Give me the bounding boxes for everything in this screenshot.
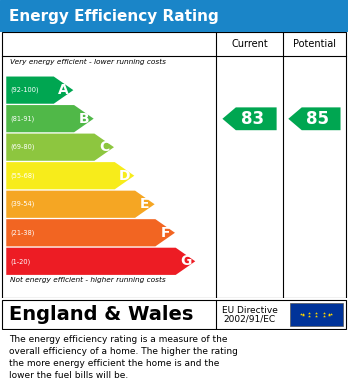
Polygon shape: [6, 219, 175, 246]
Text: G: G: [180, 254, 191, 268]
Polygon shape: [6, 77, 73, 104]
Text: F: F: [160, 226, 170, 240]
Polygon shape: [288, 108, 341, 130]
Polygon shape: [6, 191, 155, 218]
Bar: [290, 303, 343, 326]
Text: B: B: [79, 112, 89, 126]
Polygon shape: [6, 134, 114, 161]
Text: (92-100): (92-100): [10, 87, 39, 93]
Text: (21-38): (21-38): [10, 230, 35, 236]
Text: 85: 85: [306, 110, 329, 128]
Text: C: C: [99, 140, 109, 154]
Text: E: E: [140, 197, 150, 211]
Polygon shape: [6, 248, 195, 275]
Polygon shape: [6, 105, 94, 132]
Text: Energy Efficiency Rating: Energy Efficiency Rating: [9, 9, 219, 23]
Text: (55-68): (55-68): [10, 172, 35, 179]
Text: 83: 83: [241, 110, 264, 128]
Text: A: A: [58, 83, 69, 97]
Text: The energy efficiency rating is a measure of the
overall efficiency of a home. T: The energy efficiency rating is a measur…: [9, 335, 238, 380]
Text: Potential: Potential: [293, 39, 336, 49]
Text: (1-20): (1-20): [10, 258, 31, 265]
Text: Very energy efficient - lower running costs: Very energy efficient - lower running co…: [10, 59, 166, 65]
Polygon shape: [6, 162, 134, 189]
Text: Current: Current: [231, 39, 268, 49]
Polygon shape: [222, 108, 277, 130]
Text: England & Wales: England & Wales: [9, 305, 193, 324]
Text: D: D: [119, 169, 130, 183]
Text: EU Directive: EU Directive: [222, 306, 277, 315]
Text: 2002/91/EC: 2002/91/EC: [223, 315, 276, 324]
Text: (39-54): (39-54): [10, 201, 35, 208]
Text: (81-91): (81-91): [10, 115, 35, 122]
Text: (69-80): (69-80): [10, 144, 35, 151]
Text: Not energy efficient - higher running costs: Not energy efficient - higher running co…: [10, 277, 166, 283]
